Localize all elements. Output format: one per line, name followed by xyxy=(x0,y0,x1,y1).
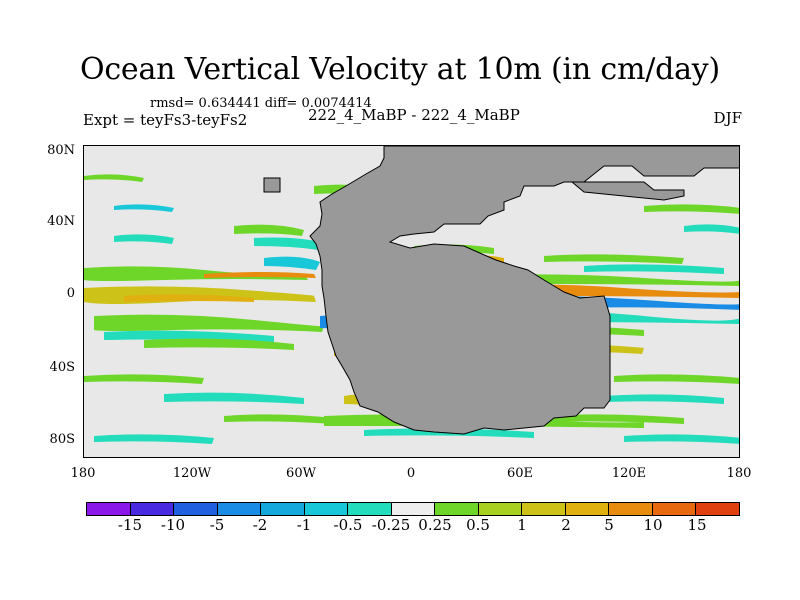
colorbar-label: -2 xyxy=(252,516,268,534)
y-tick-label: 0 xyxy=(66,286,75,301)
ocean-field-patches xyxy=(84,154,739,444)
stats-line: rmsd= 0.634441 diff= 0.0074414 xyxy=(150,96,372,111)
ocean-field-map xyxy=(84,146,739,444)
colorbar-label: 10 xyxy=(643,516,663,534)
x-tick-label: 0 xyxy=(406,466,416,481)
map-panel xyxy=(83,145,740,458)
colorbar-label: -1 xyxy=(296,516,312,534)
colorbar-label: 0.25 xyxy=(418,516,452,534)
case-label: 222_4_MaBP - 222_4_MaBP xyxy=(308,106,520,124)
x-tick-label: 120W xyxy=(172,466,212,481)
colorbar-label: -15 xyxy=(117,516,143,534)
colorbar-swatch xyxy=(217,503,262,515)
x-tick-label: 60W xyxy=(286,466,316,481)
colorbar-label: -5 xyxy=(209,516,225,534)
colorbar-swatch xyxy=(696,503,739,515)
season-label: DJF xyxy=(713,109,742,127)
plot-title: Ocean Vertical Velocity at 10m (in cm/da… xyxy=(79,52,721,87)
colorbar xyxy=(86,502,740,516)
colorbar-label: 15 xyxy=(687,516,707,534)
colorbar-swatch xyxy=(304,503,349,515)
colorbar-swatch xyxy=(478,503,523,515)
colorbar-swatch xyxy=(261,503,305,515)
x-tick-label: 180 xyxy=(70,466,96,481)
y-tick-label: 80S xyxy=(49,432,75,447)
colorbar-swatch xyxy=(348,503,392,515)
colorbar-swatch xyxy=(391,503,436,515)
colorbar-swatch xyxy=(522,503,566,515)
x-tick-label: 60E xyxy=(506,466,534,481)
colorbar-label: -10 xyxy=(160,516,186,534)
colorbar-label: 2 xyxy=(561,516,571,534)
colorbar-label: -0.5 xyxy=(333,516,363,534)
colorbar-label: 0.5 xyxy=(466,516,490,534)
colorbar-label: 5 xyxy=(604,516,614,534)
y-tick-label: 40S xyxy=(49,360,75,375)
colorbar-label: 1 xyxy=(517,516,527,534)
colorbar-swatch xyxy=(609,503,653,515)
x-tick-label: 180 xyxy=(726,466,752,481)
colorbar-swatch xyxy=(435,503,479,515)
colorbar-swatch xyxy=(87,503,131,515)
experiment-label: Expt = teyFs3-teyFs2 xyxy=(83,111,248,129)
colorbar-swatch xyxy=(652,503,697,515)
colorbar-swatch xyxy=(130,503,175,515)
y-tick-label: 80N xyxy=(47,143,75,158)
y-tick-label: 40N xyxy=(47,214,75,229)
colorbar-swatch xyxy=(565,503,610,515)
land-mass xyxy=(263,146,739,435)
colorbar-swatch xyxy=(174,503,218,515)
colorbar-label: -0.25 xyxy=(371,516,411,534)
x-tick-label: 120E xyxy=(611,466,647,481)
